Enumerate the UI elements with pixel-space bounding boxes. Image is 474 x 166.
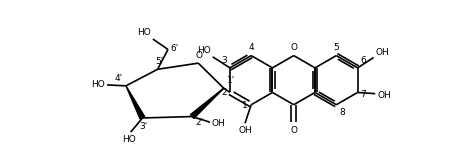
Text: 5: 5 — [333, 43, 339, 52]
Text: 2: 2 — [221, 88, 227, 97]
Text: 3': 3' — [139, 122, 147, 131]
Text: 5': 5' — [155, 56, 163, 66]
Text: 3: 3 — [221, 56, 227, 65]
Polygon shape — [126, 86, 145, 119]
Text: O: O — [290, 126, 297, 135]
Text: HO: HO — [122, 135, 136, 144]
Text: 7: 7 — [360, 90, 366, 99]
Text: 1: 1 — [242, 101, 247, 110]
Text: 6: 6 — [360, 56, 366, 65]
Text: 4': 4' — [115, 75, 123, 83]
Text: OH: OH — [212, 119, 226, 128]
Text: HO: HO — [137, 28, 151, 37]
Text: HO: HO — [197, 46, 211, 55]
Text: HO: HO — [91, 80, 105, 89]
Text: 4: 4 — [249, 43, 255, 52]
Text: 1': 1' — [227, 76, 235, 85]
Text: OH: OH — [238, 126, 252, 135]
Text: OH: OH — [377, 91, 391, 100]
Text: O: O — [291, 43, 298, 52]
Text: 8: 8 — [339, 108, 345, 117]
Text: O: O — [195, 51, 202, 60]
Text: 2': 2' — [195, 119, 203, 127]
Text: 6': 6' — [171, 44, 179, 53]
Text: OH: OH — [375, 48, 389, 57]
Polygon shape — [191, 88, 224, 119]
